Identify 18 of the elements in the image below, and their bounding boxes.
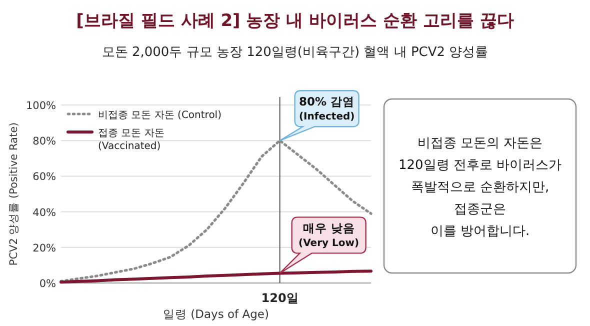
annotation: 80% 감염 (Infected) (298, 94, 355, 123)
legend-label: 비접종 모돈 자돈 (Control) (98, 110, 222, 121)
y-tick-label: 40% (32, 206, 56, 219)
y-tick-label: 80% (32, 136, 56, 148)
legend-label: 접종 모돈 자돈 (Vaccinated) (98, 128, 164, 152)
x-axis-title: 일령 (Days of Age) (163, 307, 269, 321)
line-series (60, 270, 372, 284)
y-tick-label: 100% (26, 100, 56, 112)
x-tick-label: 120일 (261, 291, 298, 305)
y-tick-label: 0% (39, 278, 56, 290)
annotation: 매우 낮음 (Very Low) (298, 221, 360, 250)
y-tick-label: 60% (32, 171, 56, 184)
line-series (60, 139, 372, 283)
text: 비접종 모돈의 자돈은 120일령 전후로 바이러스가 폭발적으로 순환하지만, 접종군은 이를 방어합니다. (398, 136, 562, 239)
y-axis-title: PCV2 양성률 (Positive Rate) (8, 122, 20, 266)
y-tick-label: 20% (32, 242, 56, 254)
chart-subtitle: 모돈 2,000두 규모 농장 120일령(비육구간) 혈액 내 PCV2 양성률 (102, 45, 488, 60)
chart-title: [브라질 필드 사례 2] 농장 내 바이러스 순환 고리를 끊다 (76, 11, 514, 31)
